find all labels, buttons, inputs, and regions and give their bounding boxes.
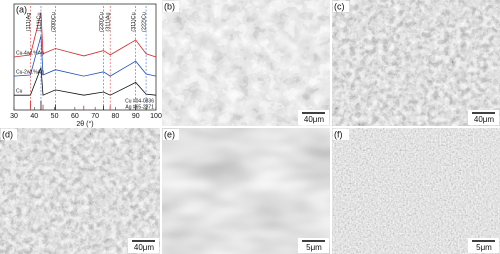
- micrograph: [162, 128, 330, 254]
- x-tick-label: 90: [132, 113, 140, 120]
- scale-label: 40μm: [134, 243, 155, 252]
- x-tick-label: 100: [150, 113, 162, 120]
- peak-label: (111)Cu: [36, 12, 42, 31]
- x-tick-label: 70: [91, 113, 99, 120]
- panel-label: (f): [334, 129, 343, 139]
- scale-label: 40μm: [304, 115, 325, 124]
- label-bg: [1, 129, 17, 140]
- plot-frame: [13, 3, 157, 111]
- reference-label: Ag #65-2871: [125, 104, 154, 110]
- peak-label: (311)Ag: [106, 12, 112, 31]
- legend-entry: Cu-2wt.%Ag: [16, 69, 44, 75]
- micrograph: [332, 0, 500, 126]
- spectrum: [13, 12, 157, 58]
- spectrum: [13, 35, 157, 77]
- panel-label: (d): [2, 129, 13, 139]
- peak-label: (222)Cu: [142, 12, 148, 32]
- scale-label: 40μm: [474, 115, 495, 124]
- x-axis-label: 2θ (°): [76, 120, 93, 128]
- label-bg: [333, 1, 349, 12]
- micrograph: [162, 0, 330, 126]
- x-tick-label: 50: [51, 113, 59, 120]
- reference-label: Cu #04-0836: [125, 98, 154, 104]
- peak-label: (311)Cu: [131, 12, 137, 31]
- scale-label: 5μm: [476, 243, 492, 252]
- panel-label: (b): [164, 1, 175, 11]
- micrograph: [0, 128, 160, 254]
- label-bg: [163, 129, 179, 140]
- panel-label: (a): [16, 4, 27, 14]
- label-bg: [333, 129, 349, 140]
- x-tick-label: 80: [112, 113, 120, 120]
- legend-entry: Cu: [16, 88, 23, 94]
- panel-label: (c): [334, 1, 345, 11]
- label-bg: [163, 1, 179, 12]
- scale-label: 5μm: [306, 243, 322, 252]
- x-tick-label: 40: [30, 113, 38, 120]
- x-tick-label: 60: [71, 113, 79, 120]
- x-tick-label: 30: [10, 113, 18, 120]
- peak-label: (111)Ag: [26, 13, 32, 32]
- spectrum: [14, 67, 157, 96]
- micrograph: [332, 128, 500, 254]
- panel-label: (e): [164, 129, 175, 139]
- legend-entry: Cu-4wt.%Ag: [16, 50, 44, 56]
- peak-label: (200)Cu: [51, 12, 57, 32]
- peak-label: (220)Cu: [99, 12, 105, 32]
